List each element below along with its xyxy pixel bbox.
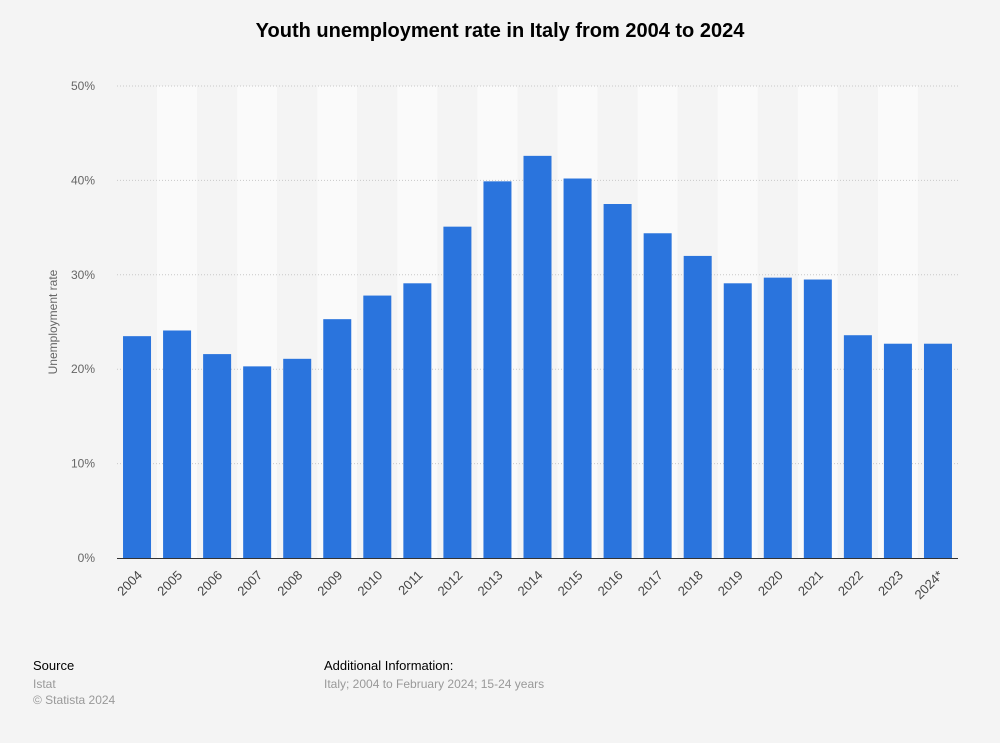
bar[interactable] [443, 226, 472, 558]
x-tick-label: 2024* [911, 568, 946, 603]
x-tick-label: 2018 [675, 568, 706, 599]
x-tick-label: 2011 [395, 568, 425, 598]
x-tick-label: 2013 [475, 568, 506, 599]
x-tick-label: 2009 [314, 568, 345, 599]
y-tick-label: 40% [71, 173, 95, 187]
bar[interactable] [803, 279, 832, 558]
bar[interactable] [203, 354, 232, 558]
x-tick-label: 2016 [595, 568, 626, 599]
x-tick-label: 2014 [515, 568, 546, 599]
bar[interactable] [923, 343, 952, 558]
copyright: © Statista 2024 [33, 693, 116, 707]
x-tick-label: 2005 [154, 568, 185, 599]
bar[interactable] [483, 181, 512, 558]
bar[interactable] [243, 366, 272, 558]
additional-info-block: Additional Information: Italy; 2004 to F… [324, 658, 544, 692]
bar[interactable] [123, 336, 152, 558]
x-tick-label: 2008 [274, 568, 305, 599]
chart-title: Youth unemployment rate in Italy from 20… [255, 20, 745, 42]
bars [123, 155, 952, 559]
x-tick-label: 2022 [835, 568, 866, 599]
y-axis-ticks: 0% 10% 20% 30% 40% 50% [71, 79, 95, 565]
x-tick-label: 2006 [194, 568, 225, 599]
bar[interactable] [563, 178, 592, 558]
bar[interactable] [723, 283, 752, 558]
source-heading: Source [33, 658, 75, 673]
x-tick-label: 2020 [755, 568, 786, 599]
x-tick-label: 2004 [114, 568, 145, 599]
y-tick-label: 20% [71, 362, 95, 376]
x-tick-label: 2021 [795, 568, 826, 599]
y-tick-label: 0% [78, 551, 96, 565]
x-tick-label: 2015 [555, 568, 586, 599]
bar[interactable] [163, 330, 192, 558]
bar[interactable] [323, 319, 352, 558]
x-axis-ticks: 2004 2005 2006 2007 2008 2009 2010 2011 2012 2013… [114, 568, 946, 603]
bar[interactable] [283, 358, 312, 558]
bar[interactable] [603, 204, 632, 558]
additional-info-text: Italy; 2004 to February 2024; 15-24 year… [324, 677, 545, 691]
bar[interactable] [403, 283, 432, 558]
x-tick-label: 2010 [354, 568, 385, 599]
bar[interactable] [363, 295, 392, 558]
bar[interactable] [683, 255, 712, 559]
x-tick-label: 2012 [434, 568, 465, 599]
bar[interactable] [763, 277, 792, 558]
y-tick-label: 30% [71, 268, 95, 282]
y-tick-label: 10% [71, 457, 95, 471]
additional-info-heading: Additional Information: [324, 658, 454, 673]
x-tick-label: 2017 [635, 568, 666, 599]
x-tick-label: 2019 [715, 568, 746, 599]
bar[interactable] [643, 233, 672, 558]
source-block: Source Istat © Statista 2024 [33, 658, 115, 708]
bar[interactable] [883, 343, 912, 558]
source-name: Istat [33, 677, 56, 691]
y-tick-label: 50% [71, 79, 95, 93]
x-tick-label: 2023 [875, 568, 906, 599]
y-axis-label: Unemployment rate [46, 269, 60, 374]
x-tick-label: 2007 [234, 568, 265, 599]
bar[interactable] [523, 155, 552, 558]
bar[interactable] [843, 335, 872, 558]
